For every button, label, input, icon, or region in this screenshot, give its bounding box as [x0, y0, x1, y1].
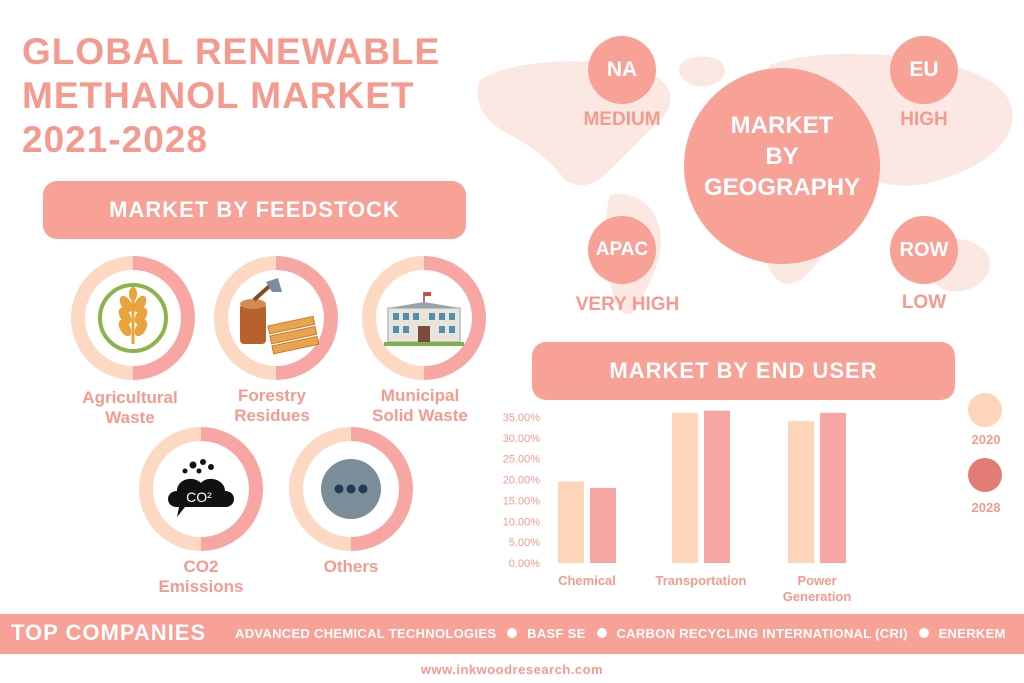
- region-level-row: LOW: [901, 292, 947, 313]
- bar-2028: [704, 410, 730, 563]
- top-companies-heading: TOP COMPANIES: [11, 620, 207, 645]
- y-tick-label: 0.00%: [509, 558, 540, 570]
- ring-municipal-solid-waste: [362, 256, 486, 380]
- legend-swatch-2020: [968, 393, 1002, 427]
- feedstock-label-others: Others: [323, 557, 379, 576]
- bar-2020: [672, 412, 698, 563]
- page-title: GLOBAL RENEWABLE METHANOL MARKET 2021-20…: [22, 30, 440, 162]
- geography-heading: MARKET BY GEOGRAPHY: [684, 68, 880, 264]
- region-badge-eu: EU: [890, 36, 958, 104]
- ellipsis-icon: [321, 459, 381, 519]
- y-tick-label: 30.00%: [503, 433, 541, 445]
- svg-text:CO²: CO²: [186, 489, 212, 505]
- ring-others: [289, 427, 413, 551]
- top-companies-bar: TOP COMPANIES ADVANCED CHEMICAL TECHNOLO…: [0, 614, 1024, 654]
- legend-label-2028: 2028: [971, 500, 1001, 515]
- end-user-heading: MARKET BY END USER: [532, 342, 955, 400]
- feedstock-heading: MARKET BY FEEDSTOCK: [43, 181, 466, 239]
- region-badge-row: ROW: [890, 216, 958, 284]
- legend-label-2020: 2020: [971, 432, 1001, 447]
- feedstock-label-agricultural-waste: Agricultural Waste: [82, 388, 178, 427]
- x-tick-label: Generation: [783, 589, 852, 604]
- feedstock-label-municipal-solid-waste: Municipal Solid Waste: [372, 386, 468, 425]
- x-tick-label: Transportation: [655, 573, 746, 588]
- building-icon: [384, 292, 464, 346]
- title-line-1: GLOBAL RENEWABLE: [22, 31, 441, 72]
- region-level-na: MEDIUM: [583, 109, 661, 130]
- company-item: ENERKEM: [938, 626, 1006, 641]
- region-badge-apac: APAC: [588, 216, 656, 284]
- bullet-icon: [596, 628, 607, 638]
- ring-agricultural-waste: [71, 256, 195, 380]
- y-tick-label: 20.00%: [503, 475, 541, 487]
- region-level-eu: HIGH: [900, 109, 948, 130]
- feedstock-label-co2-emissions: CO2 Emissions: [158, 557, 244, 596]
- feedstock-label-forestry-residues: Forestry Residues: [234, 386, 310, 425]
- y-tick-label: 25.00%: [503, 454, 541, 466]
- website-link[interactable]: www.inkwoodresearch.com: [420, 662, 604, 677]
- bullet-icon: [507, 628, 518, 638]
- bar-2028: [590, 487, 616, 563]
- x-tick-label: Power: [797, 573, 836, 588]
- region-level-apac: VERY HIGH: [575, 294, 680, 315]
- y-tick-label: 15.00%: [503, 495, 541, 507]
- y-tick-label: 35.00%: [503, 412, 541, 424]
- bar-2020: [788, 421, 814, 563]
- title-line-3: 2021-2028: [22, 119, 208, 160]
- y-tick-label: 5.00%: [509, 537, 540, 549]
- co2-cloud-icon: CO²: [168, 459, 234, 517]
- bullet-icon: [918, 628, 929, 638]
- region-badge-na: NA: [588, 36, 656, 104]
- wheat-icon: [98, 283, 168, 353]
- axe-log-icon: [240, 278, 320, 355]
- company-item: ADVANCED CHEMICAL TECHNOLOGIES: [235, 626, 497, 641]
- company-item: CARBON RECYCLING INTERNATIONAL (CRI): [616, 626, 908, 641]
- title-line-2: METHANOL MARKET: [22, 75, 415, 116]
- ring-forestry-residues: [214, 256, 338, 380]
- ring-co2-emissions: CO²: [139, 427, 263, 551]
- company-list: ADVANCED CHEMICAL TECHNOLOGIES BASF SE C…: [235, 626, 1006, 641]
- legend-swatch-2028: [968, 458, 1002, 492]
- bar-2028: [820, 412, 846, 563]
- y-tick-label: 10.00%: [503, 516, 541, 528]
- company-item: BASF SE: [527, 626, 586, 641]
- end-user-bar-chart: 0.00% 5.00% 10.00% 15.00% 20.00% 25.00% 30.00%…: [503, 410, 852, 604]
- x-tick-label: Chemical: [558, 573, 616, 588]
- bar-2020: [558, 481, 584, 563]
